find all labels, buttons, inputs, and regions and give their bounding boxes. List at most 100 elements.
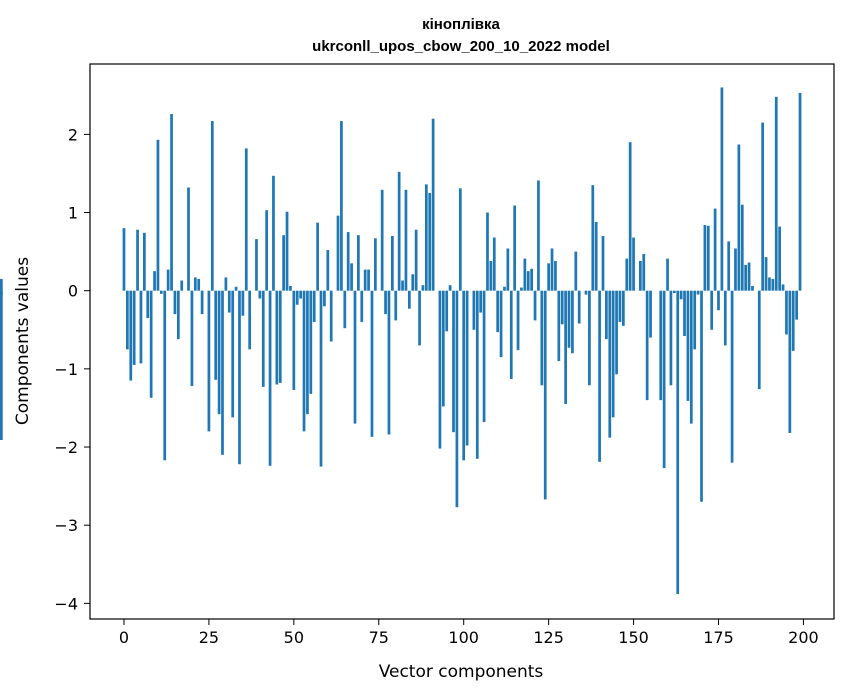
- bar: [713, 208, 717, 291]
- bar: [523, 258, 527, 291]
- bar: [421, 285, 425, 291]
- bar: [268, 290, 272, 466]
- bar: [340, 121, 343, 291]
- bar: [384, 290, 387, 315]
- bar: [761, 122, 765, 291]
- bar: [734, 248, 737, 291]
- bar: [533, 290, 537, 321]
- bar: [139, 290, 143, 364]
- bar: [601, 235, 605, 291]
- bar: [608, 290, 612, 438]
- bar: [482, 290, 486, 423]
- bar: [628, 142, 632, 291]
- bar: [411, 274, 415, 291]
- x-tick-label: 25: [199, 628, 219, 647]
- bar: [622, 290, 625, 326]
- bar: [639, 260, 642, 291]
- bar: [771, 278, 775, 291]
- bar: [560, 290, 564, 325]
- x-tick-label: 150: [618, 628, 649, 647]
- bar: [530, 268, 533, 291]
- chart-title: кіноплівка: [422, 16, 500, 33]
- bar: [642, 253, 646, 291]
- bar: [221, 290, 224, 455]
- bar: [326, 250, 330, 291]
- bar: [526, 271, 530, 291]
- bar: [710, 290, 714, 330]
- bar: [200, 290, 204, 315]
- bar: [693, 290, 697, 350]
- bar: [588, 290, 591, 386]
- bar: [662, 290, 666, 469]
- x-tick-label: 175: [703, 628, 734, 647]
- bar: [452, 290, 455, 433]
- bar: [740, 204, 744, 291]
- bar: [176, 290, 180, 340]
- bar: [126, 290, 129, 350]
- bar: [574, 251, 578, 291]
- bar: [703, 225, 707, 291]
- bar: [401, 280, 404, 291]
- bar: [187, 187, 190, 291]
- bar: [323, 290, 326, 307]
- bar: [258, 290, 262, 299]
- bar: [649, 290, 652, 338]
- bar: [146, 290, 150, 319]
- bar: [540, 290, 544, 386]
- bar: [727, 241, 731, 291]
- y-tick-label: −4: [54, 594, 78, 613]
- bar: [122, 228, 126, 291]
- bar: [363, 269, 367, 291]
- bar: [618, 290, 622, 322]
- bar: [0, 290, 3, 440]
- x-axis-label: Vector components: [379, 662, 544, 682]
- bar: [611, 290, 615, 418]
- bar: [424, 184, 428, 291]
- bar: [720, 87, 724, 291]
- bar: [577, 290, 581, 324]
- bar: [696, 290, 700, 295]
- bar: [329, 290, 333, 342]
- bar-series: [0, 87, 802, 594]
- bar: [472, 290, 476, 330]
- bar: [143, 232, 146, 291]
- bar: [768, 277, 771, 291]
- bar: [374, 238, 377, 291]
- bar: [227, 290, 231, 313]
- bar: [669, 290, 673, 386]
- bar: [404, 189, 408, 291]
- chart-subtitle: ukrconll_upos_cbow_200_10_2022 model: [312, 38, 610, 55]
- bar: [224, 277, 228, 291]
- bar: [479, 290, 483, 313]
- bar: [496, 290, 500, 333]
- bar: [751, 286, 754, 291]
- bar: [798, 92, 802, 291]
- bar: [231, 290, 235, 418]
- bar: [0, 278, 3, 291]
- bar: [357, 235, 360, 291]
- bar: [445, 290, 449, 332]
- y-tick-label: 1: [68, 204, 78, 223]
- bar: [700, 290, 703, 502]
- bar: [744, 264, 748, 291]
- bar: [625, 258, 629, 291]
- bar: [564, 290, 567, 405]
- bar: [428, 192, 432, 291]
- bar: [248, 290, 252, 350]
- bar: [380, 189, 384, 291]
- bar: [255, 239, 258, 291]
- bar: [676, 290, 680, 594]
- x-tick-label: 125: [533, 628, 564, 647]
- bar: [557, 290, 561, 362]
- bar: [537, 180, 540, 291]
- bar: [129, 290, 133, 381]
- bar: [554, 260, 557, 291]
- bar: [282, 235, 285, 291]
- bar: [594, 221, 598, 291]
- bar: [156, 139, 160, 291]
- bar: [214, 290, 218, 380]
- bar: [475, 290, 479, 459]
- bar: [197, 278, 201, 291]
- bar: [723, 290, 727, 346]
- bar: [414, 229, 418, 291]
